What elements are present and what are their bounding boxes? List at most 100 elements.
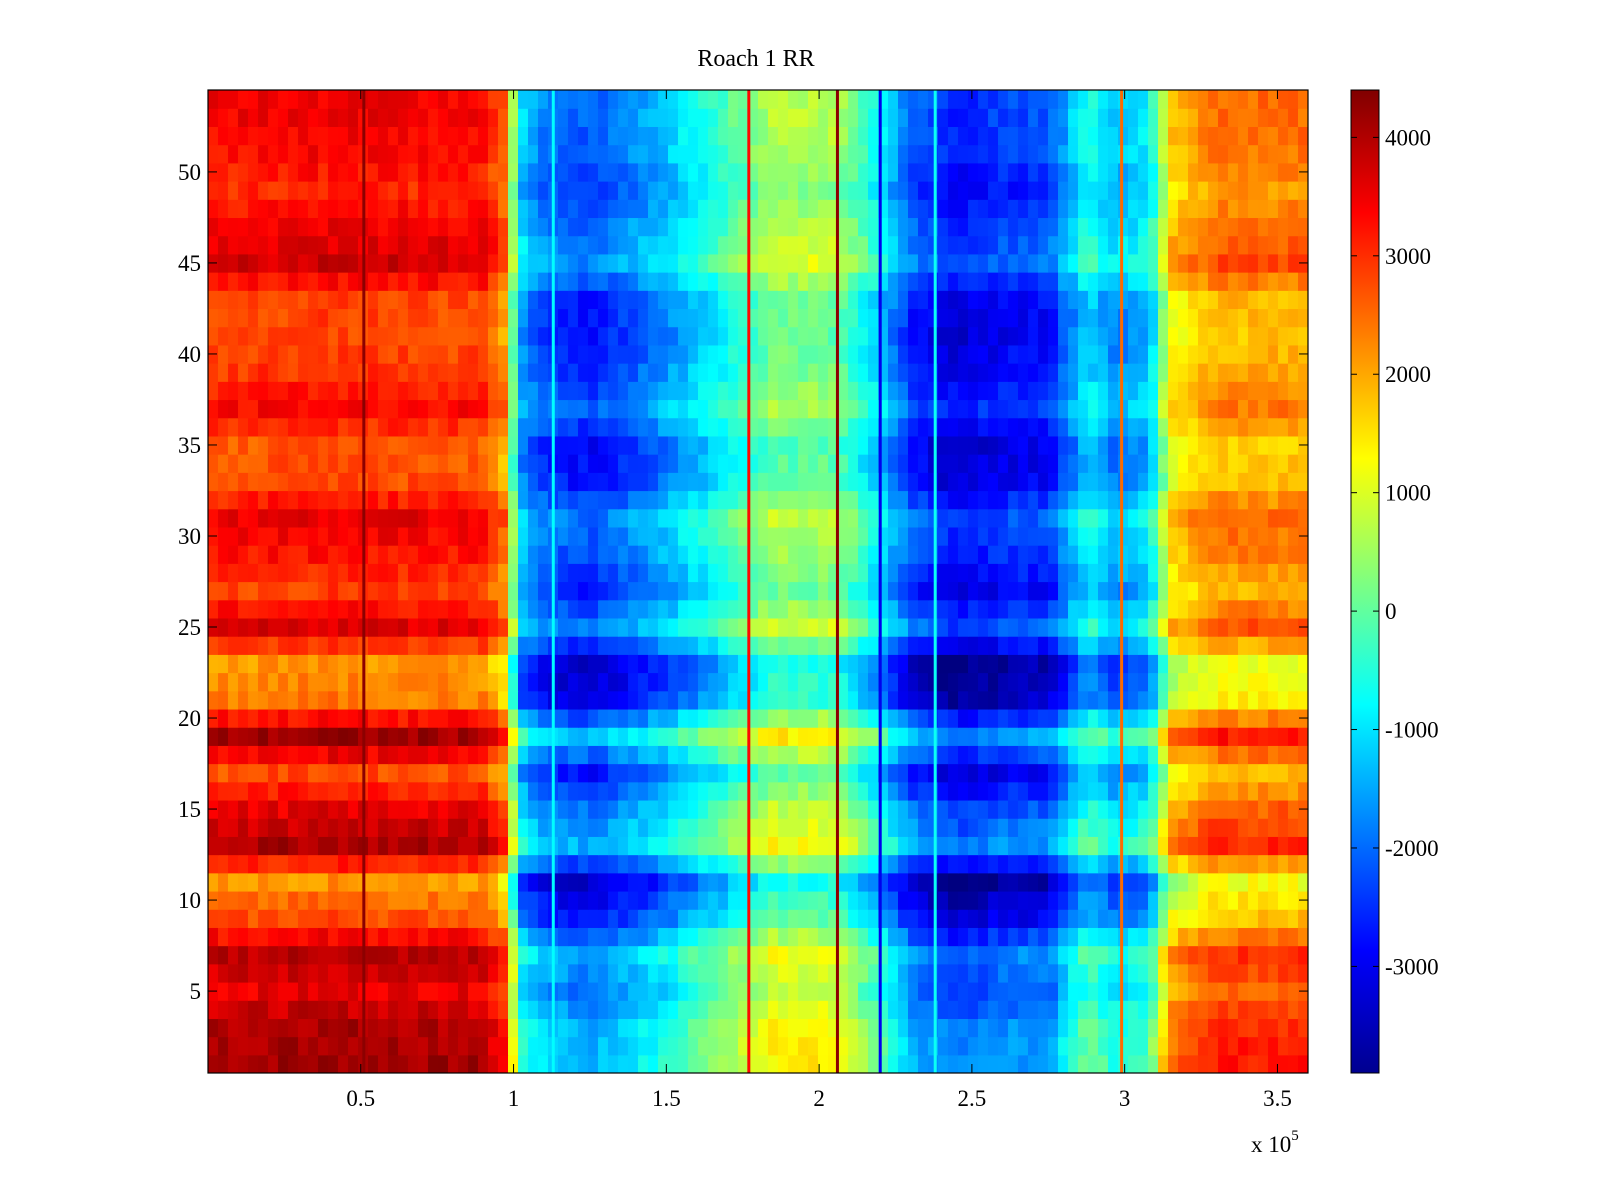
heatmap-cell xyxy=(218,1000,229,1019)
heatmap-cell xyxy=(818,1036,829,1056)
heatmap-cell xyxy=(1048,581,1059,601)
heatmap-cell xyxy=(478,363,489,382)
heatmap-cell xyxy=(498,563,509,583)
heatmap-cell xyxy=(458,472,469,492)
heatmap-cell xyxy=(268,344,279,364)
heatmap-cell xyxy=(888,945,899,965)
heatmap-cell xyxy=(858,799,869,819)
heatmap-cell xyxy=(708,490,719,510)
heatmap-cell xyxy=(958,490,969,510)
heatmap-cell xyxy=(1108,563,1119,583)
heatmap-cell xyxy=(698,672,709,692)
heatmap-cell xyxy=(658,854,669,874)
heatmap-cell xyxy=(428,981,439,1001)
heatmap-cell xyxy=(598,799,609,819)
heatmap-cell xyxy=(558,963,569,983)
heatmap-cell xyxy=(418,909,429,928)
heatmap-cell xyxy=(508,399,519,419)
heatmap-cell xyxy=(598,508,609,528)
heatmap-cell xyxy=(488,654,499,674)
heatmap-cell xyxy=(258,872,269,892)
heatmap-cell xyxy=(958,508,969,528)
heatmap-cell xyxy=(958,799,969,819)
heatmap-cell xyxy=(918,799,929,819)
heatmap-cell xyxy=(1248,326,1259,346)
heatmap-cell xyxy=(1078,545,1089,564)
heatmap-cell xyxy=(438,417,449,437)
heatmap-cell xyxy=(528,690,539,710)
heatmap-cell xyxy=(1128,690,1139,710)
heatmap-cell xyxy=(1168,490,1179,510)
heatmap-cell xyxy=(1218,690,1229,710)
heatmap-cell xyxy=(218,890,229,910)
heatmap-cell xyxy=(888,1018,899,1038)
heatmap-cell xyxy=(738,909,749,928)
heatmap-cell xyxy=(688,381,699,401)
heatmap-cell xyxy=(728,690,739,710)
heatmap-cell xyxy=(348,435,359,455)
heatmap-cell xyxy=(528,836,539,856)
heatmap-cell xyxy=(1268,344,1279,364)
heatmap-cell xyxy=(928,818,939,837)
heatmap-cell xyxy=(1028,399,1039,419)
heatmap-cell xyxy=(488,435,499,455)
heatmap-cell xyxy=(1018,690,1029,710)
heatmap-cell xyxy=(698,581,709,601)
heatmap-cell xyxy=(1188,799,1199,819)
heatmap-cell xyxy=(228,454,239,473)
heatmap-cell xyxy=(698,290,709,310)
heatmap-cell xyxy=(758,690,769,710)
heatmap-cell xyxy=(1028,490,1039,510)
heatmap-cell xyxy=(1098,526,1109,546)
heatmap-cell xyxy=(808,927,819,947)
heatmap-cell xyxy=(1068,308,1079,328)
heatmap-cell xyxy=(978,708,989,728)
heatmap-cell xyxy=(628,235,639,255)
heatmap-cell xyxy=(688,963,699,983)
heatmap-cell xyxy=(448,508,459,528)
heatmap-cell xyxy=(318,945,329,965)
heatmap-cell xyxy=(758,472,769,492)
heatmap-cell xyxy=(1218,636,1229,655)
heatmap-cell xyxy=(778,636,789,655)
heatmap-cell xyxy=(408,836,419,856)
heatmap-cell xyxy=(468,490,479,510)
heatmap-cell xyxy=(628,253,639,273)
heatmap-cell xyxy=(1268,472,1279,492)
heatmap-cell xyxy=(658,708,669,728)
heatmap-cell xyxy=(578,799,589,819)
heatmap-cell xyxy=(858,945,869,965)
heatmap-cell xyxy=(888,636,899,655)
heatmap-cell xyxy=(778,854,789,874)
heatmap-cell xyxy=(1038,781,1049,801)
heatmap-cell xyxy=(868,435,879,455)
heatmap-cell xyxy=(218,981,229,1001)
heatmap-cell xyxy=(938,472,949,492)
heatmap-cell xyxy=(518,781,529,801)
heatmap-cell xyxy=(248,235,259,255)
heatmap-cell xyxy=(708,909,719,928)
heatmap-cell xyxy=(658,872,669,892)
heatmap-cell xyxy=(928,636,939,655)
heatmap-cell xyxy=(1258,781,1269,801)
heatmap-cell xyxy=(948,745,959,765)
heatmap-cell xyxy=(1178,818,1189,837)
heatmap-cell xyxy=(1298,654,1308,674)
heatmap-cell xyxy=(938,836,949,856)
heatmap-cell xyxy=(388,581,399,601)
heatmap-cell xyxy=(708,963,719,983)
heatmap-cell xyxy=(528,909,539,928)
heatmap-cell xyxy=(1268,890,1279,910)
heatmap-cell xyxy=(1038,508,1049,528)
heatmap-cell xyxy=(438,235,449,255)
heatmap-cell xyxy=(908,290,919,310)
heatmap-cell xyxy=(988,399,999,419)
heatmap-cell xyxy=(1008,963,1019,983)
heatmap-cell xyxy=(828,981,839,1001)
heatmap-cell xyxy=(1208,490,1219,510)
heatmap-cell xyxy=(768,745,779,765)
heatmap-cell xyxy=(708,727,719,746)
heatmap-cell xyxy=(448,581,459,601)
heatmap-cell xyxy=(418,781,429,801)
heatmap-cell xyxy=(938,581,949,601)
